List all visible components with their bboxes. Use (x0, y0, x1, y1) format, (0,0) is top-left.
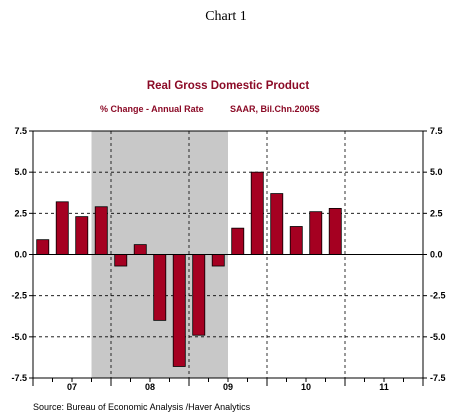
bar (75, 216, 89, 255)
bars (36, 171, 342, 367)
chart-title: Real Gross Domestic Product (147, 80, 309, 92)
x-tick-label: 10 (301, 382, 311, 392)
chart-subtitle-left: % Change - Annual Rate (100, 104, 204, 114)
bar (211, 254, 225, 267)
bar (231, 227, 245, 255)
bar (55, 201, 69, 255)
source-note: Source: Bureau of Economic Analysis /Hav… (33, 402, 251, 412)
bar (309, 211, 323, 255)
x-tick-label: 11 (379, 382, 389, 392)
y-tick-label-left: -5.0 (11, 332, 27, 342)
bar (153, 254, 167, 321)
axis-labels: 7.5 7.5 5.0 5.0 2.5 2.5 0.0 0.0 -2.5 -2.5 -5.0 -5.0… (11, 126, 445, 392)
grid-lines (33, 131, 423, 378)
bar (114, 254, 128, 267)
x-tick-label: 08 (145, 382, 155, 392)
y-tick-label-right: -5.0 (430, 332, 446, 342)
y-tick-label-left: 0.0 (14, 250, 27, 260)
bar (289, 226, 303, 255)
bar (133, 244, 147, 255)
y-tick-label-right: 2.5 (430, 208, 443, 218)
bar (94, 206, 108, 255)
bar (250, 171, 264, 255)
bar (36, 239, 50, 255)
chart-subtitle-right: SAAR, Bil.Chn.2005$ (230, 104, 320, 114)
y-tick-label-right: 7.5 (430, 126, 443, 136)
axes (29, 130, 427, 386)
y-tick-label-right: -2.5 (430, 291, 446, 301)
bar (328, 207, 342, 255)
y-tick-label-right: -7.5 (430, 373, 446, 383)
chart-heading: Chart 1 (205, 9, 247, 24)
y-tick-label-right: 5.0 (430, 167, 443, 177)
x-tick-label: 09 (223, 382, 233, 392)
bar (192, 254, 206, 336)
y-tick-label-left: -2.5 (11, 291, 27, 301)
bar (172, 254, 186, 367)
y-tick-label-left: 5.0 (14, 167, 27, 177)
y-tick-label-left: 2.5 (14, 208, 27, 218)
x-tick-label: 07 (67, 382, 77, 392)
y-tick-label-right: 0.0 (430, 250, 443, 260)
y-tick-label-left: -7.5 (11, 373, 27, 383)
bar (270, 193, 284, 255)
y-tick-label-left: 7.5 (14, 126, 27, 136)
